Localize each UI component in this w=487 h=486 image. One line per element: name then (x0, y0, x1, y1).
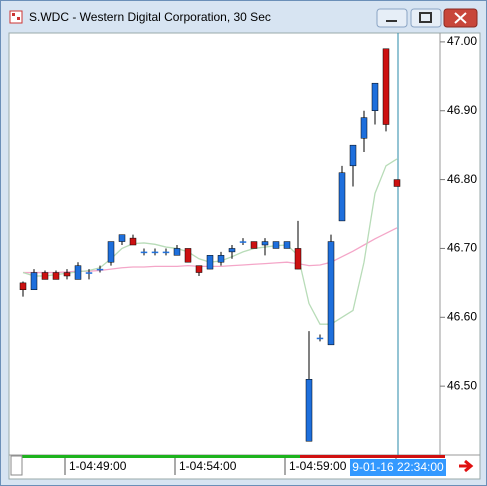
candle-body (151, 251, 159, 254)
candle-body (360, 117, 368, 139)
y-tick-label: 46.50 (447, 378, 477, 392)
app-icon-dot (12, 13, 15, 16)
window-title: S.WDC - Western Digital Corporation, 30 … (29, 10, 271, 24)
x-cursor-label: 9-01-16 22:34:00 (352, 460, 444, 474)
candle-body (41, 272, 49, 280)
app-icon-dot (17, 17, 20, 20)
candle-body (228, 248, 236, 253)
candle-body (239, 241, 247, 243)
app-icon (9, 10, 23, 24)
candle-body (129, 237, 137, 246)
candle-body (327, 241, 335, 346)
candle-body (393, 179, 401, 187)
scroll-thumb[interactable] (10, 455, 23, 476)
candle-body (272, 241, 280, 249)
candle-body (140, 251, 148, 254)
candle-body (382, 48, 390, 125)
minimize-button[interactable] (376, 8, 408, 28)
candle-body (63, 272, 71, 277)
chart-area (8, 32, 481, 480)
candle-body (338, 172, 346, 222)
candle-body (206, 255, 214, 270)
candle-body (261, 241, 269, 246)
y-tick-label: 46.60 (447, 309, 477, 323)
candle-body (107, 241, 115, 263)
candle-body (294, 248, 302, 270)
candle-body (74, 265, 82, 280)
y-tick-label: 46.80 (447, 172, 477, 186)
candle-body (184, 248, 192, 263)
candle-body (371, 82, 379, 111)
candle-body (250, 241, 258, 249)
scroll-right-arrow[interactable] (459, 459, 474, 473)
close-icon (454, 12, 467, 24)
candle-body (96, 268, 104, 271)
candle-body (85, 272, 93, 274)
candle-body (30, 272, 38, 291)
candle-body (283, 241, 291, 249)
x-tick-label: 1-04:54:00 (179, 459, 237, 473)
y-tick-label: 46.90 (447, 103, 477, 117)
candle-body (162, 251, 170, 254)
session-bar (22, 455, 300, 458)
candle-body (305, 379, 313, 442)
maximize-button[interactable] (410, 8, 442, 28)
candle-body (19, 282, 27, 291)
candle-body (195, 265, 203, 273)
x-tick-label: 1-04:49:00 (69, 459, 127, 473)
candle-body (349, 144, 357, 167)
candle-body (217, 255, 225, 263)
y-tick-label: 46.70 (447, 241, 477, 255)
candle-body (173, 248, 181, 256)
candle-body (118, 234, 126, 242)
maximize-icon (419, 12, 432, 23)
y-tick-label: 47.00 (447, 34, 477, 48)
x-tick-label: 1-04:59:00 (289, 459, 347, 473)
session-bar (300, 455, 445, 458)
candle-body (316, 337, 324, 340)
candle-body (52, 272, 60, 280)
x-cursor-label-bg (350, 459, 446, 476)
